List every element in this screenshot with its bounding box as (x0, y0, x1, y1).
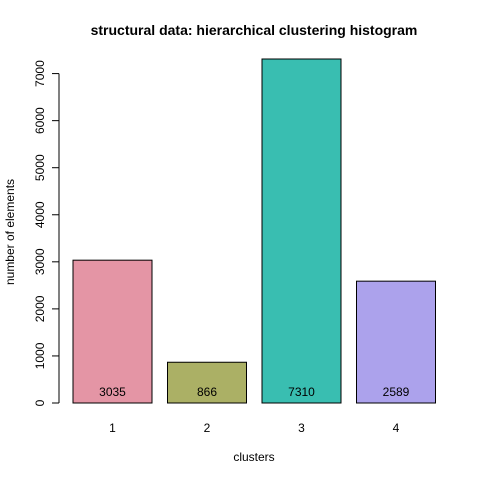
x-tick-label: 3 (298, 421, 305, 435)
x-axis-label: clusters (233, 450, 274, 464)
bar-value-label: 7310 (288, 385, 315, 399)
bar-value-label: 866 (197, 385, 217, 399)
bar-cluster-1 (72, 259, 153, 404)
y-tick-label: 3000 (33, 248, 47, 275)
y-axis-label: number of elements (3, 179, 17, 285)
x-tick-label: 4 (393, 421, 400, 435)
y-axis: 0 1000 2000 3000 4000 5000 6000 7000 (33, 60, 60, 406)
x-tick-label: 1 (109, 421, 116, 435)
y-tick-label: 6000 (33, 107, 47, 134)
x-tick-label: 2 (204, 421, 211, 435)
bar-cluster-4 (356, 280, 436, 404)
chart-title: structural data: hierarchical clustering… (91, 22, 418, 38)
y-tick-label: 5000 (33, 154, 47, 181)
x-tick-labels: 1 2 3 4 (109, 421, 400, 435)
bar-cluster-3 (261, 58, 342, 404)
y-tick-label: 1000 (33, 342, 47, 369)
bar-value-label: 2589 (383, 385, 410, 399)
y-tick-label: 4000 (33, 201, 47, 228)
y-tick-label: 0 (33, 399, 47, 406)
bar-value-label: 3035 (99, 385, 126, 399)
y-tick-label: 7000 (33, 60, 47, 87)
bars-group: 3035 866 7310 2589 (72, 58, 436, 404)
bar-cluster-2 (167, 361, 247, 404)
y-tick-label: 2000 (33, 295, 47, 322)
